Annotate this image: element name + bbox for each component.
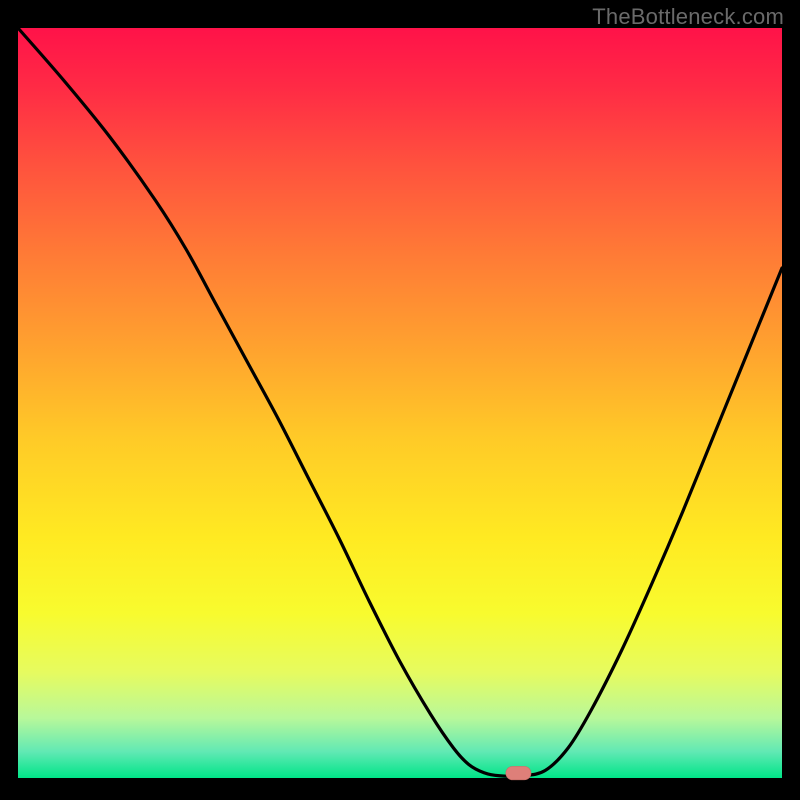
plot-area [18, 28, 782, 778]
watermark-text: TheBottleneck.com [592, 4, 784, 30]
optimum-marker [506, 766, 531, 780]
bottleneck-curve [18, 28, 782, 776]
chart-container: TheBottleneck.com [0, 0, 800, 800]
curve-layer [18, 28, 782, 778]
